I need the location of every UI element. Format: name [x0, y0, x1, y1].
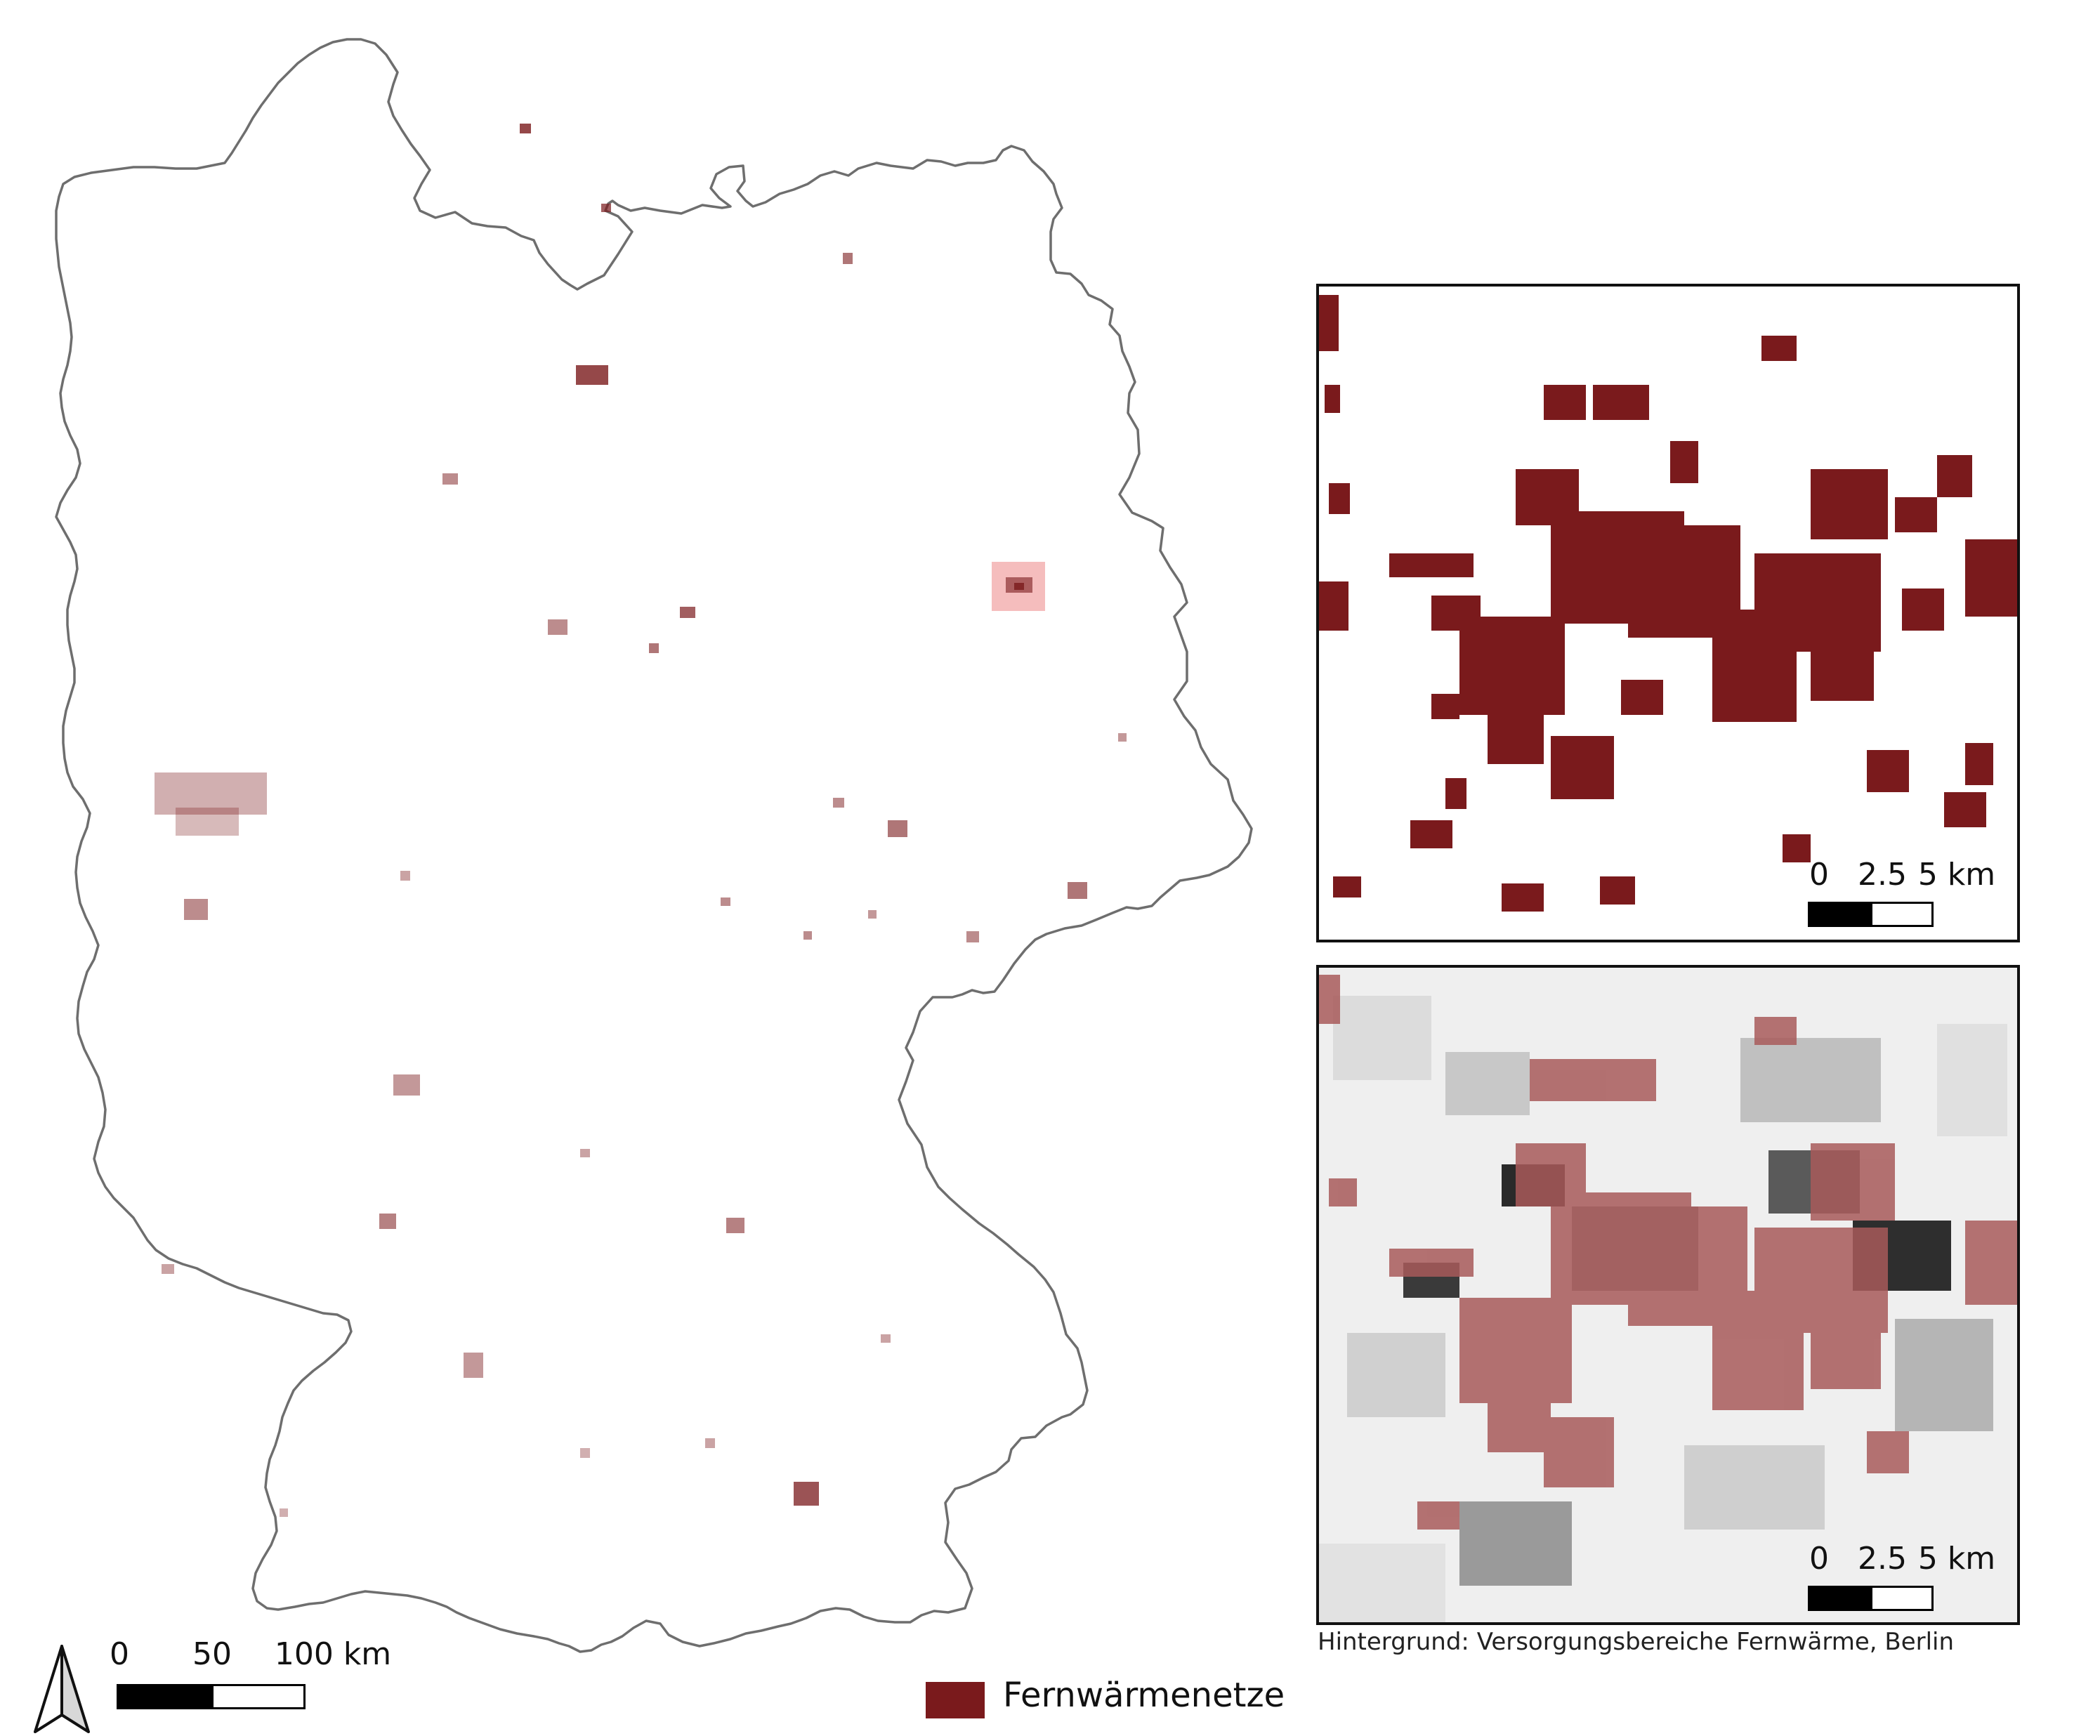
inset-berlin-background: 0 2.5 5 km [1316, 965, 2020, 1625]
patch-augsburg [705, 1438, 715, 1448]
inset-bottom-scale-label-5km: 5 km [1917, 1541, 1996, 1577]
patch-dresden [1068, 882, 1087, 899]
legend-swatch-fernwaermenetze [926, 1682, 985, 1718]
patch-cottbus [1118, 733, 1127, 742]
patch-ulm [580, 1448, 590, 1458]
patch-hamburg [576, 365, 608, 385]
patch-frankfurt [393, 1074, 420, 1096]
germany-map [55, 38, 1253, 1653]
berlin-network-patch [1006, 577, 1032, 593]
north-arrow-icon [34, 1645, 90, 1733]
patch-bremen [442, 473, 458, 485]
patch-munich [794, 1482, 819, 1506]
inset-bottom-scale-bar-black [1808, 1586, 1872, 1611]
network-patches [155, 124, 1127, 1517]
patch-leipzig [888, 820, 907, 837]
legend-label: Fernwärmenetze [1003, 1676, 1285, 1715]
patch-rostock [843, 253, 853, 264]
patch-hannover [548, 619, 567, 635]
patch-ruhr-1 [155, 772, 267, 815]
patch-freiburg [280, 1508, 288, 1517]
inset-top-scale-bar-white [1870, 902, 1934, 927]
patch-jena [803, 931, 812, 940]
patch-kiel [601, 204, 611, 212]
patch-kassel [400, 871, 410, 881]
patch-braunschweig [649, 643, 659, 653]
patch-regensburg [881, 1334, 891, 1343]
inset-berlin-networks-map [1319, 295, 2017, 912]
main-scale-label-100km: 100 km [274, 1636, 392, 1672]
patch-erfurt [721, 897, 730, 906]
patch-wuerzburg [580, 1149, 590, 1157]
inset-berlin-background-map [1319, 968, 2017, 1622]
patch-mannheim [379, 1214, 396, 1229]
berlin-network-blocks [1319, 295, 2017, 912]
patch-magdeburg [680, 607, 695, 618]
main-scale-bar-white [211, 1684, 306, 1709]
inset-top-scale-label-0: 0 [1809, 857, 1829, 893]
patch-ruhr-2 [176, 808, 239, 836]
patch-nuremberg [726, 1218, 744, 1233]
patch-cologne [184, 899, 208, 920]
main-scale-label-50: 50 [192, 1636, 232, 1672]
inset-top-scale-bar-black [1808, 902, 1872, 927]
patch-flensburg [520, 124, 531, 133]
patch-saarbruecken [162, 1264, 174, 1274]
background-attribution: Hintergrund: Versorgungsbereiche Fernwär… [1318, 1628, 1955, 1656]
patch-gera [868, 910, 877, 919]
inset-berlin-networks: 0 2.5 5 km [1316, 284, 2020, 942]
berlin-network-overlay [1319, 975, 2017, 1530]
inset-top-scale-label-5km: 5 km [1917, 857, 1996, 893]
patch-halle [833, 798, 844, 808]
inset-bottom-scale-label-0: 0 [1809, 1541, 1829, 1577]
patch-chemnitz [966, 931, 979, 942]
inset-top-scale-label-2-5: 2.5 [1858, 857, 1907, 893]
inset-bottom-scale-bar-white [1870, 1586, 1934, 1611]
germany-boundary [55, 38, 1253, 1653]
main-scale-bar-black [117, 1684, 214, 1709]
inset-bottom-scale-label-2-5: 2.5 [1858, 1541, 1907, 1577]
patch-stuttgart [464, 1353, 483, 1378]
main-scale-label-0: 0 [110, 1636, 129, 1672]
